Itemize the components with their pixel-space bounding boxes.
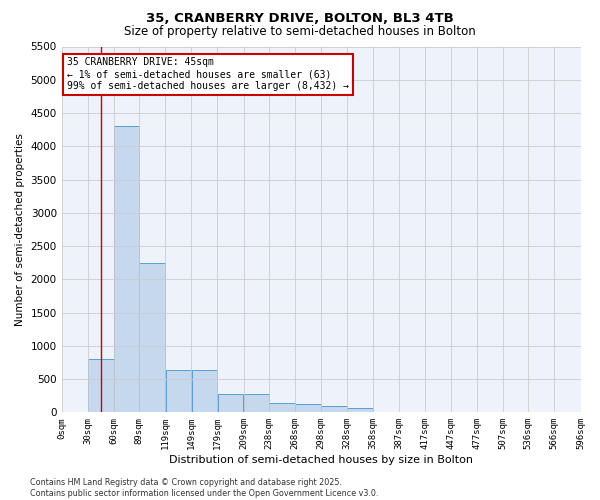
Bar (269, 402, 295, 412)
Bar (218, 394, 244, 412)
Bar (347, 408, 373, 412)
Bar (322, 406, 347, 412)
Bar (295, 404, 321, 412)
Bar (191, 370, 217, 412)
Bar (244, 394, 269, 412)
Y-axis label: Number of semi-detached properties: Number of semi-detached properties (15, 133, 25, 326)
Text: 35, CRANBERRY DRIVE, BOLTON, BL3 4TB: 35, CRANBERRY DRIVE, BOLTON, BL3 4TB (146, 12, 454, 26)
Bar (166, 370, 191, 412)
X-axis label: Distribution of semi-detached houses by size in Bolton: Distribution of semi-detached houses by … (169, 455, 473, 465)
Bar (88, 359, 113, 412)
Text: 35 CRANBERRY DRIVE: 45sqm
← 1% of semi-detached houses are smaller (63)
99% of s: 35 CRANBERRY DRIVE: 45sqm ← 1% of semi-d… (67, 58, 349, 90)
Bar (139, 262, 165, 412)
Text: Size of property relative to semi-detached houses in Bolton: Size of property relative to semi-detach… (124, 25, 476, 38)
Bar (114, 126, 139, 412)
Text: Contains HM Land Registry data © Crown copyright and database right 2025.
Contai: Contains HM Land Registry data © Crown c… (30, 478, 379, 498)
